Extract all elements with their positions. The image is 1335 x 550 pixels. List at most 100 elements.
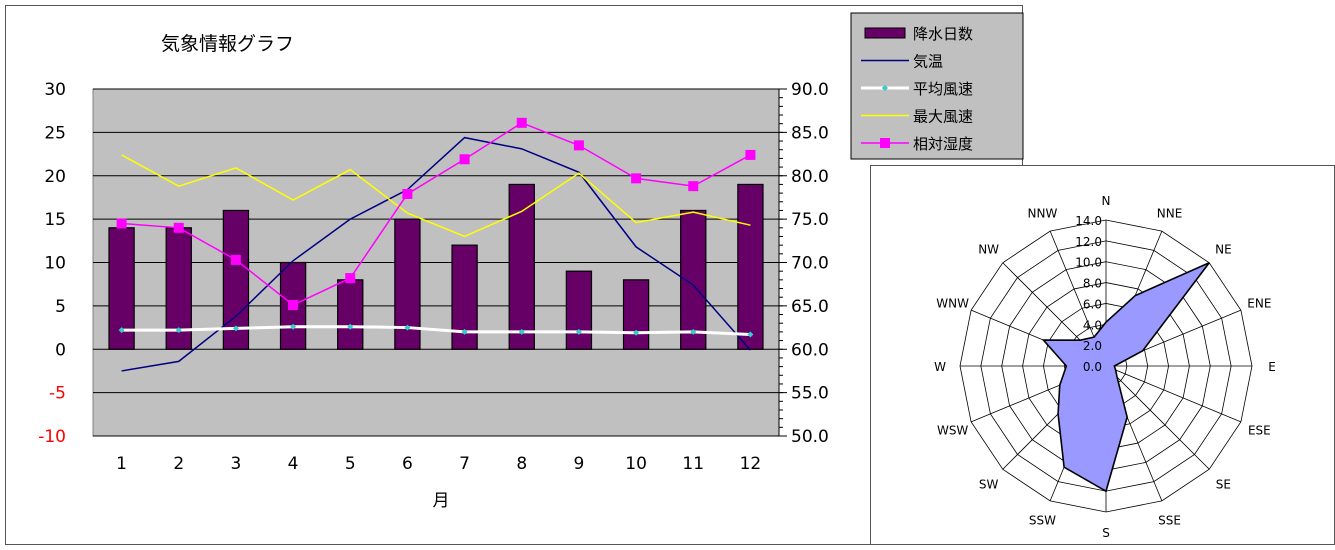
- left-tick-label: 30: [44, 80, 66, 100]
- legend-label: 降水日数: [913, 25, 973, 43]
- radar-tick-label: 0.0: [1083, 360, 1102, 374]
- x-tick-label: 3: [231, 454, 242, 474]
- point-humidity: [173, 222, 184, 233]
- point-humidity: [516, 117, 527, 128]
- x-tick-label: 4: [288, 454, 299, 474]
- radar-direction-label: SE: [1216, 477, 1231, 491]
- point-wind-avg: [461, 328, 468, 335]
- x-tick-label: 8: [516, 454, 527, 474]
- radar-direction-label: NE: [1215, 243, 1232, 257]
- point-wind-avg: [118, 327, 125, 334]
- point-humidity: [288, 300, 299, 311]
- radar-direction-label: NNW: [1028, 207, 1058, 221]
- radar-direction-label: ENE: [1247, 296, 1271, 310]
- radar-direction-label: ESE: [1248, 424, 1271, 438]
- point-humidity: [345, 273, 356, 284]
- radar-spoke: [1105, 365, 1210, 470]
- point-wind-avg: [347, 323, 354, 330]
- radar-direction-label: SW: [979, 477, 999, 491]
- point-wind-avg: [232, 325, 239, 332]
- main-chart-frame: 気象情報グラフ 月 30 25 20 15 10 5 0 -5 -10 90.0 85.0 80.0 7…: [5, 5, 1024, 545]
- series-line: [121, 154, 751, 238]
- legend-label: 平均風速: [913, 80, 973, 98]
- x-tick-label: 5: [345, 454, 356, 474]
- point-wind-avg: [518, 328, 525, 335]
- radar-direction-label: E: [1268, 360, 1276, 374]
- bar-precip-days: [622, 279, 650, 350]
- radar-spoke: [1105, 365, 1242, 423]
- x-tick-label: 10: [625, 454, 647, 474]
- point-humidity: [116, 218, 127, 229]
- right-tick-label: 85.0: [791, 123, 829, 143]
- radar-direction-label: WSW: [937, 424, 968, 438]
- right-tick-label: 90.0: [791, 80, 829, 100]
- right-tick-label: 80.0: [791, 167, 829, 187]
- right-tick-label: 55.0: [791, 384, 829, 404]
- point-wind-avg: [747, 331, 754, 338]
- radar-tick-label: 2.0: [1083, 339, 1102, 353]
- chart-title: 気象情報グラフ: [161, 33, 294, 55]
- left-tick-label: 15: [44, 210, 66, 230]
- left-tick-label: 20: [44, 167, 66, 187]
- x-tick-label: 12: [740, 454, 762, 474]
- radar-tick-label: 14.0: [1075, 214, 1102, 228]
- point-humidity: [230, 254, 241, 265]
- bar-precip-days: [222, 209, 250, 350]
- radar-direction-label: W: [934, 360, 946, 374]
- right-tick-label: 70.0: [791, 254, 829, 274]
- point-humidity: [573, 140, 584, 151]
- point-wind-avg: [690, 328, 697, 335]
- legend-marker: [880, 138, 890, 148]
- point-humidity: [402, 188, 413, 199]
- x-axis-label: 月: [433, 491, 450, 511]
- legend-swatch: [864, 27, 906, 39]
- left-tick-label: -10: [38, 427, 66, 447]
- x-tick-label: 11: [682, 454, 704, 474]
- left-tick-label: 5: [55, 297, 66, 317]
- right-tick-label: 50.0: [791, 427, 829, 447]
- bar-precip-days: [737, 183, 764, 350]
- x-tick-label: 7: [459, 454, 470, 474]
- legend-marker: [882, 85, 888, 91]
- point-wind-avg: [404, 324, 411, 331]
- radar-direction-label: SSE: [1158, 513, 1181, 527]
- radar-direction-label: S: [1102, 526, 1110, 540]
- x-tick-label: 9: [574, 454, 585, 474]
- x-tick-label: 2: [173, 454, 184, 474]
- left-tick-label: -5: [49, 384, 66, 404]
- point-humidity: [631, 173, 642, 184]
- left-tick-label: 25: [44, 123, 66, 143]
- point-wind-avg: [290, 323, 297, 330]
- bar-precip-days: [337, 279, 364, 350]
- bar-precip-days: [565, 270, 593, 350]
- x-tick-label: 1: [116, 454, 127, 474]
- radar-tick-label: 10.0: [1075, 256, 1102, 270]
- point-wind-avg: [175, 327, 182, 334]
- point-humidity: [688, 181, 699, 192]
- point-wind-avg: [633, 329, 640, 336]
- right-tick-label: 60.0: [791, 340, 829, 360]
- radar-data-area: [1041, 262, 1210, 493]
- wind-rose-chart: 0.0 2.0 4.0 6.0 8.0 10.0 12.0 14.0N NNE NE ENE E ESE…: [934, 194, 1276, 540]
- radar-direction-label: NNE: [1157, 207, 1183, 221]
- weather-chart: 気象情報グラフ 月 302520151050-5-1090.085.080.07…: [38, 12, 1024, 511]
- bar-precip-days: [508, 183, 535, 350]
- radar-direction-label: N: [1102, 194, 1111, 208]
- right-tick-label: 75.0: [791, 210, 829, 230]
- radar-direction-label: SSW: [1029, 513, 1056, 527]
- legend-label: 相対湿度: [913, 135, 973, 153]
- left-tick-label: 10: [44, 254, 66, 274]
- point-wind-avg: [575, 328, 582, 335]
- radar-direction-label: NW: [978, 243, 999, 257]
- radar-tick-label: 8.0: [1083, 277, 1102, 291]
- radar-tick-label: 4.0: [1083, 318, 1102, 332]
- radar-tick-label: 6.0: [1083, 297, 1102, 311]
- legend-label: 最大風速: [913, 108, 973, 126]
- series-line: [121, 136, 751, 372]
- x-tick-label: 6: [402, 454, 413, 474]
- series-line: [121, 325, 751, 337]
- radar-tick-label: 12.0: [1075, 235, 1102, 249]
- right-tick-label: 65.0: [791, 297, 829, 317]
- left-tick-label: 0: [55, 340, 66, 360]
